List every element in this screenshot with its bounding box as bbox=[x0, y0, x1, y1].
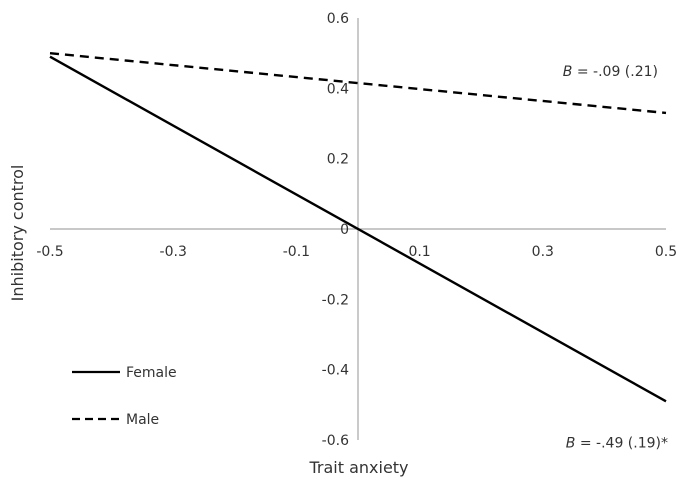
y-tick-labels: 0.6 0.4 0.2 0 -0.2 -0.4 -0.6 bbox=[322, 11, 349, 449]
x-axis-title: Trait anxiety bbox=[308, 458, 408, 477]
legend-label-female: Female bbox=[126, 365, 177, 381]
male-annotation-text: = -.09 (.21) bbox=[572, 64, 658, 80]
x-tick-labels: -0.5 -0.3 -0.1 0.1 0.3 0.5 bbox=[36, 244, 677, 260]
series-line-male bbox=[49, 51, 667, 115]
x-tick-label: -0.3 bbox=[160, 244, 187, 260]
y-tick-label: -0.4 bbox=[322, 363, 349, 379]
x-tick-label: 0.1 bbox=[408, 244, 430, 260]
female-annotation: B = -.49 (.19)* bbox=[566, 435, 668, 451]
male-annotation-prefix: B bbox=[563, 64, 573, 80]
legend: Female Male bbox=[72, 365, 177, 428]
y-tick-label: 0.4 bbox=[327, 81, 349, 97]
y-axis-title: Inhibitory control bbox=[8, 165, 27, 302]
male-annotation: B = -.09 (.21) bbox=[563, 64, 658, 80]
y-tick-label: -0.2 bbox=[322, 292, 349, 308]
y-tick-label: 0 bbox=[340, 222, 349, 238]
x-tick-label: 0.5 bbox=[655, 244, 677, 260]
x-tick-label: 0.3 bbox=[532, 244, 554, 260]
y-tick-label: -0.6 bbox=[322, 433, 349, 449]
series-lines bbox=[49, 51, 667, 403]
x-tick-label: -0.1 bbox=[283, 244, 310, 260]
x-tick-label: -0.5 bbox=[36, 244, 63, 260]
female-annotation-prefix: B bbox=[566, 435, 576, 451]
legend-label-male: Male bbox=[126, 412, 159, 428]
female-annotation-text: = -.49 (.19)* bbox=[575, 435, 668, 451]
series-line-female bbox=[49, 55, 667, 403]
y-tick-label: 0.6 bbox=[327, 11, 349, 27]
y-tick-label: 0.2 bbox=[327, 152, 349, 168]
